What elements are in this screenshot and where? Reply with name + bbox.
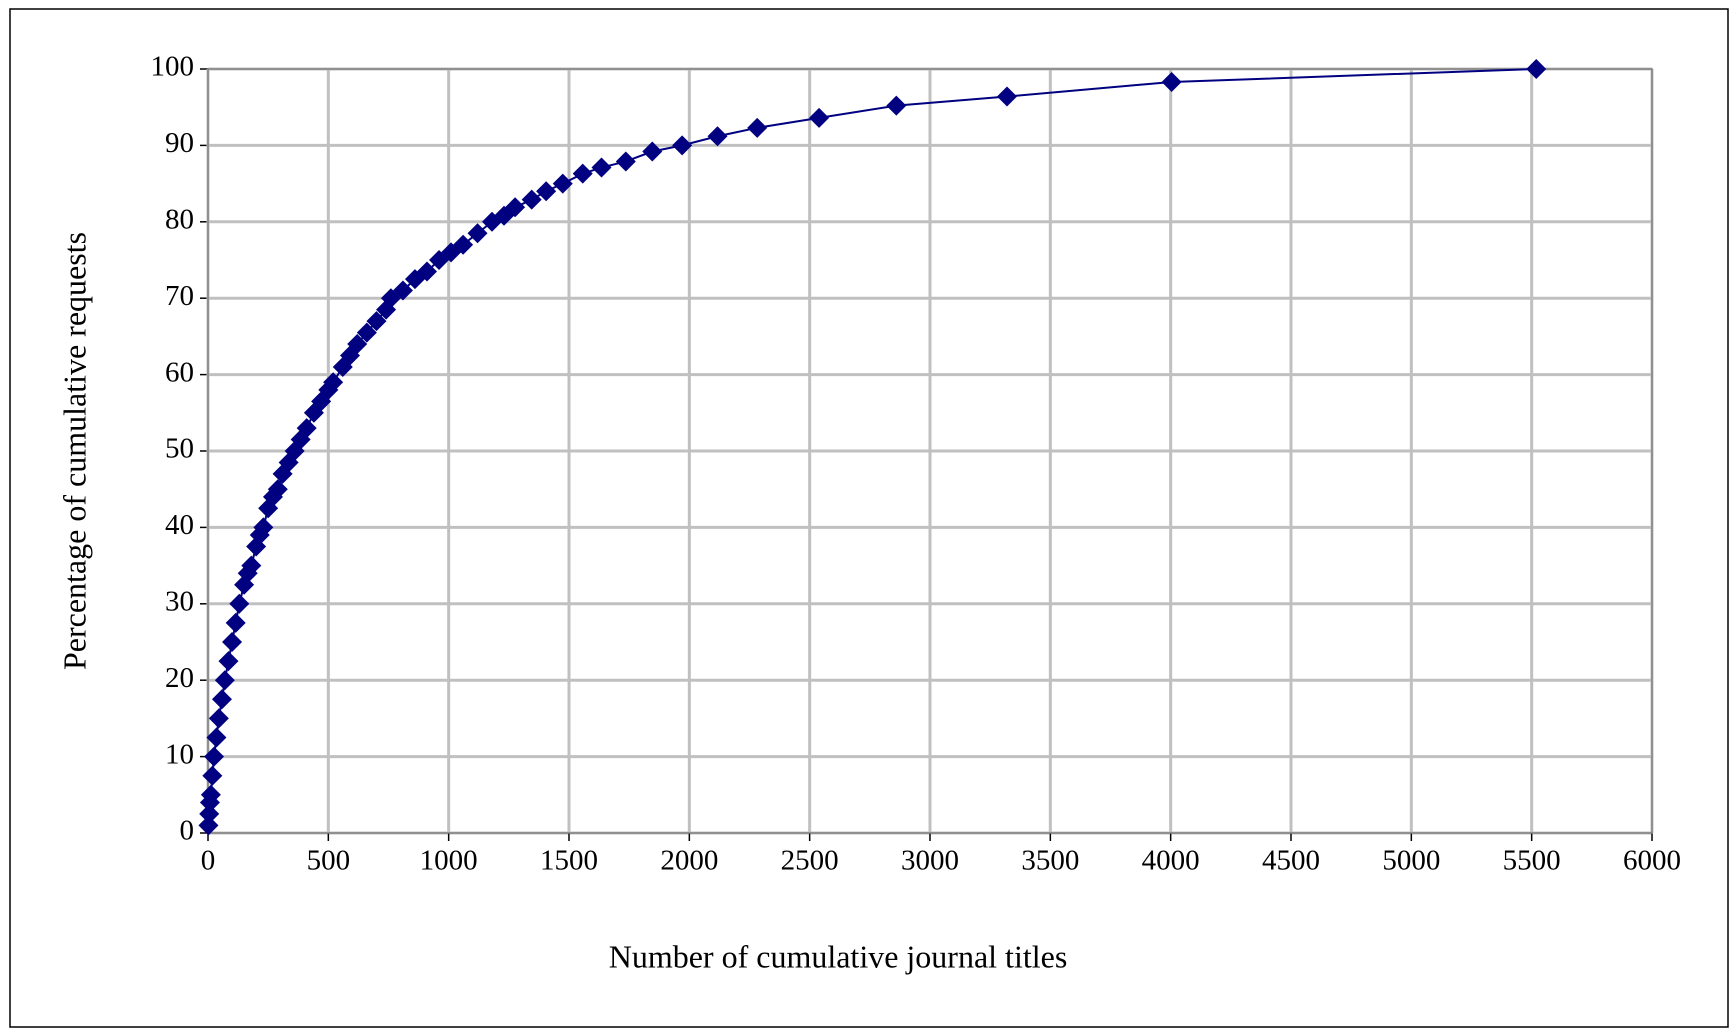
x-tick-label: 4500: [1262, 845, 1320, 877]
data-point: [267, 479, 288, 500]
plot-area: [207, 68, 1653, 834]
data-point: [747, 117, 768, 138]
data-point: [467, 223, 488, 244]
data-point: [323, 372, 344, 393]
data-point: [356, 322, 377, 343]
y-tick-label: 90: [165, 127, 194, 159]
data-point: [672, 135, 693, 156]
x-tick-label: 1000: [420, 845, 478, 877]
x-tick-label: 0: [201, 845, 216, 877]
y-tick-label: 10: [165, 738, 194, 770]
data-point: [222, 632, 243, 652]
data-point: [211, 689, 232, 710]
data-point: [615, 151, 636, 172]
y-tick-label: 100: [151, 51, 195, 83]
data-point: [208, 708, 229, 729]
data-point: [997, 86, 1018, 107]
x-tick-label: 6000: [1623, 845, 1681, 877]
data-point: [199, 803, 220, 824]
chart-frame: [9, 8, 1729, 1028]
data-point: [200, 784, 221, 805]
data-point: [202, 765, 223, 786]
data-line: [207, 68, 1537, 826]
data-point: [809, 107, 830, 128]
y-axis-title: Percentage of cumulative requests: [56, 232, 92, 670]
y-tick-label: 50: [165, 433, 194, 465]
data-point: [642, 141, 663, 162]
data-point: [417, 261, 438, 282]
x-tick-label: 3000: [901, 845, 959, 877]
data-point: [214, 670, 235, 691]
x-tick-label: 5000: [1382, 845, 1440, 877]
data-point: [886, 95, 907, 116]
data-point: [253, 517, 274, 538]
y-tick-label: 0: [180, 815, 195, 847]
data-point: [198, 815, 219, 836]
data-point: [1161, 71, 1182, 92]
data-point: [536, 181, 557, 202]
data-point: [218, 651, 239, 672]
y-tick-label: 80: [165, 203, 194, 235]
data-point: [204, 746, 225, 767]
x-tick-label: 2500: [781, 845, 839, 877]
data-point: [241, 555, 262, 576]
y-tick-label: 60: [165, 356, 194, 388]
data-point: [229, 593, 250, 614]
y-tick-label: 70: [165, 280, 194, 312]
data-point: [1526, 59, 1547, 79]
x-tick-label: 1500: [540, 845, 598, 877]
y-tick-label: 30: [165, 585, 194, 617]
data-point: [494, 205, 515, 226]
data-point: [521, 189, 542, 210]
y-tick-label: 20: [165, 662, 194, 694]
data-point: [347, 334, 368, 355]
x-tick-label: 4000: [1142, 845, 1200, 877]
data-point: [707, 126, 728, 147]
data-point: [453, 234, 474, 255]
x-tick-label: 500: [307, 845, 351, 877]
x-axis-title: Number of cumulative journal titles: [609, 938, 1068, 974]
data-point: [505, 197, 526, 218]
x-tick-label: 3500: [1021, 845, 1079, 877]
y-tick-label: 40: [165, 509, 194, 541]
data-point: [591, 157, 612, 178]
data-point: [296, 418, 317, 439]
data-point: [552, 173, 573, 194]
data-point: [225, 612, 246, 633]
data-point: [206, 727, 227, 748]
x-tick-label: 2000: [660, 845, 718, 877]
data-point: [366, 311, 387, 332]
x-tick-label: 5500: [1503, 845, 1561, 877]
data-point: [572, 163, 593, 184]
data-point: [392, 280, 413, 301]
